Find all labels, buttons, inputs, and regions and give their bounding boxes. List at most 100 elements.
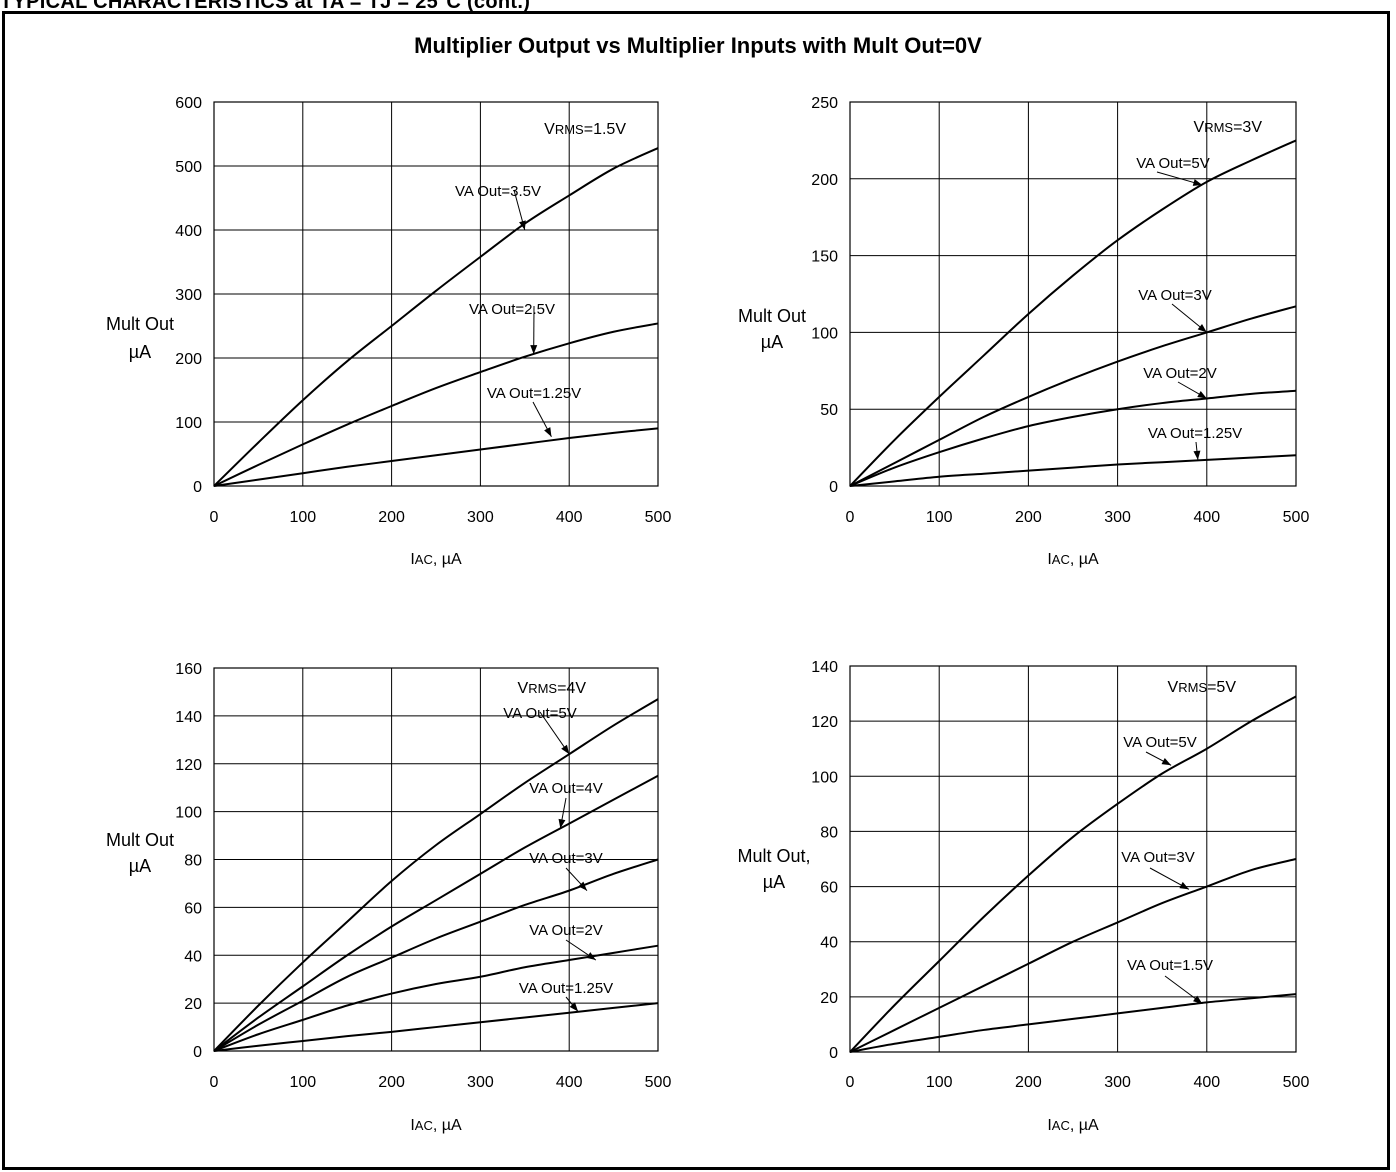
x-tick-label: 100 [289, 509, 316, 526]
y-tick-label: 140 [175, 709, 202, 726]
y-tick-label: 600 [175, 95, 202, 112]
y-tick-label: 100 [811, 325, 838, 342]
y-tick-label: 40 [184, 948, 202, 965]
y-tick-label: 60 [184, 900, 202, 917]
series-label: VA Out=5V [1123, 734, 1197, 751]
x-tick-label: 200 [378, 509, 405, 526]
series-label-arrowhead [1192, 179, 1203, 186]
series-line [213, 944, 659, 1052]
series-line [213, 698, 659, 1052]
plot-area-border [849, 101, 1297, 487]
series-line [849, 389, 1297, 487]
y-tick-label: 0 [193, 1044, 202, 1061]
series-label-arrowhead [1197, 323, 1207, 333]
series-label-arrowhead [1193, 995, 1203, 1004]
x-axis-label: IAC, µA [410, 551, 462, 568]
y-axis-unit: µA [129, 342, 151, 362]
y-tick-label: 300 [175, 287, 202, 304]
y-axis-label: Mult Out [738, 306, 806, 326]
y-tick-label: 80 [184, 853, 202, 870]
y-tick-label: 0 [193, 479, 202, 496]
series-line [213, 147, 659, 487]
y-tick-label: 150 [811, 249, 838, 266]
series-line [849, 454, 1297, 487]
x-tick-label: 0 [846, 1074, 855, 1091]
x-axis-label: IAC, µA [1047, 1117, 1099, 1134]
series-label-arrowhead [1197, 390, 1207, 399]
series-label-arrowhead [1179, 881, 1189, 890]
x-tick-label: 200 [378, 1074, 405, 1091]
chart-panel-4: 0 20 40 60 80 100 120 140 0 100 200 300 400 500 Mult O… [737, 659, 1309, 1134]
series-label: VA Out=5V [1136, 155, 1210, 172]
series-label-arrowhead [586, 952, 596, 961]
y-axis-unit: µA [763, 872, 785, 892]
condition-label: VRMS=3V [1194, 119, 1263, 136]
chart-panel-1: 0 100 200 300 400 500 600 0 100 200 300 400 500 Mult … [106, 95, 671, 568]
series-line [849, 695, 1297, 1053]
series-label: VA Out=2V [1143, 365, 1217, 382]
y-tick-label: 100 [175, 415, 202, 432]
y-axis-label: Mult Out [106, 830, 174, 850]
y-axis-unit: µA [129, 856, 151, 876]
x-tick-label: 0 [846, 509, 855, 526]
series-label: VA Out=3V [1138, 287, 1212, 304]
y-tick-label: 20 [184, 996, 202, 1013]
figure-frame [2, 11, 1390, 1170]
page-title: Multiplier Output vs Multiplier Inputs w… [414, 33, 982, 58]
x-tick-label: 200 [1015, 1074, 1042, 1091]
series-label: VA Out=1.25V [487, 385, 581, 402]
plot-area-border [213, 101, 659, 487]
x-tick-label: 500 [645, 509, 672, 526]
y-tick-label: 400 [175, 223, 202, 240]
condition-label: VRMS=4V [518, 680, 587, 697]
y-tick-label: 500 [175, 159, 202, 176]
y-tick-label: 140 [811, 659, 838, 676]
x-tick-label: 100 [926, 509, 953, 526]
series-label: VA Out=2.5V [469, 301, 555, 318]
series-line [849, 858, 1297, 1053]
y-tick-label: 100 [811, 769, 838, 786]
x-tick-label: 100 [926, 1074, 953, 1091]
y-tick-label: 100 [175, 805, 202, 822]
series-label-arrowhead [569, 1002, 579, 1012]
series-label: VA Out=1.25V [1148, 425, 1242, 442]
series-label-arrowhead [558, 818, 566, 829]
x-tick-label: 300 [1104, 1074, 1131, 1091]
y-tick-label: 200 [175, 351, 202, 368]
y-tick-label: 200 [811, 172, 838, 189]
x-axis-label: IAC, µA [1047, 551, 1099, 568]
series-label-arrowhead [519, 220, 526, 230]
x-tick-label: 0 [210, 509, 219, 526]
y-axis-label: Mult Out, [737, 846, 810, 866]
x-tick-label: 200 [1015, 509, 1042, 526]
series-label: VA Out=3V [529, 850, 603, 867]
series-label: VA Out=1.25V [519, 980, 613, 997]
x-tick-label: 400 [556, 509, 583, 526]
series-label: VA Out=4V [529, 780, 603, 797]
series-label: VA Out=1.5V [1127, 957, 1213, 974]
series-line [849, 139, 1297, 487]
x-tick-label: 400 [556, 1074, 583, 1091]
condition-label: VRMS=1.5V [544, 121, 626, 138]
y-tick-label: 0 [829, 1045, 838, 1062]
series-label-arrowhead [578, 881, 587, 891]
series-label-arrowhead [1161, 757, 1172, 766]
y-tick-label: 40 [820, 935, 838, 952]
series-line [213, 427, 659, 487]
y-tick-label: 20 [820, 990, 838, 1007]
series-label-arrowhead [544, 427, 552, 437]
y-tick-label: 80 [820, 824, 838, 841]
series-label-arrowhead [530, 345, 538, 355]
y-tick-label: 250 [811, 95, 838, 112]
x-tick-label: 300 [467, 509, 494, 526]
x-tick-label: 0 [210, 1074, 219, 1091]
y-tick-label: 60 [820, 880, 838, 897]
series-label: VA Out=5V [503, 705, 577, 722]
series-line [213, 774, 659, 1052]
series-line [213, 322, 659, 487]
y-tick-label: 160 [175, 661, 202, 678]
y-tick-label: 120 [811, 714, 838, 731]
x-tick-label: 500 [645, 1074, 672, 1091]
y-tick-label: 0 [829, 479, 838, 496]
